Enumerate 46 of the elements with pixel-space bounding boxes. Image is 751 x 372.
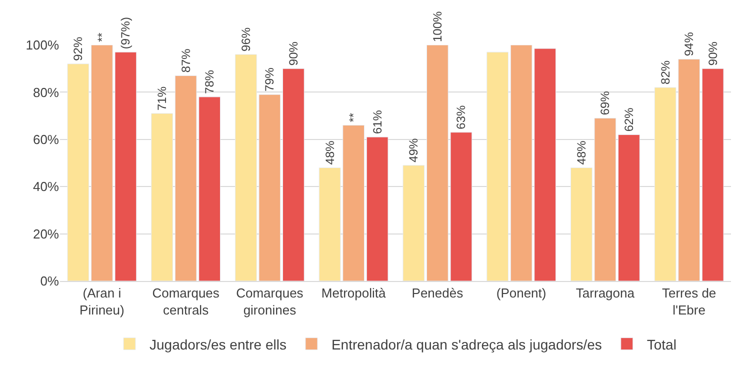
bar [67, 64, 90, 281]
data-label: ** [346, 112, 361, 122]
x-tick-label: Terres de l'Ebre [662, 286, 716, 318]
bar [486, 52, 508, 281]
data-label: 61% [370, 110, 384, 134]
data-label: 63% [454, 104, 468, 130]
data-label: 100% [430, 10, 444, 42]
data-label: 78% [202, 70, 217, 94]
data-label: 69% [598, 90, 612, 116]
x-tick-label: (Ponent) [496, 286, 546, 301]
data-label: 71% [155, 86, 170, 110]
bar [402, 165, 425, 281]
legend-label: Entrenador/a quan s'adreça als jugadors/es [331, 336, 602, 352]
bar [151, 113, 173, 281]
data-label: 90% [286, 41, 300, 66]
data-label: 96% [238, 27, 253, 52]
data-label: 92% [71, 36, 86, 61]
x-tick-label: (Aran i Pirineu) [80, 286, 124, 318]
y-tick-label: 20% [32, 226, 60, 242]
data-label: 48% [574, 140, 588, 165]
bar [702, 68, 724, 281]
y-tick-label: 40% [32, 179, 60, 194]
data-label: 90% [706, 41, 720, 66]
x-tick-label: Metropolità [321, 286, 386, 301]
legend-label: Total [646, 336, 676, 352]
x-tick-label: Comarques centrals [152, 286, 220, 318]
legend-label: Jugadors/es entre ells [150, 336, 286, 352]
data-label: 82% [658, 60, 672, 84]
bar [618, 134, 640, 281]
data-label: 94% [682, 32, 696, 56]
data-label: (97%) [118, 17, 133, 50]
data-label: ** [94, 32, 109, 42]
bar [282, 68, 304, 281]
y-tick-label: 100% [26, 38, 60, 53]
data-label: 62% [622, 107, 636, 132]
y-tick-label: 60% [32, 132, 60, 147]
x-tick-label: Penedès [412, 286, 464, 301]
data-label: 87% [178, 48, 193, 73]
y-tick-label: 80% [32, 84, 60, 100]
y-tick-label: 0% [40, 274, 60, 289]
bar [366, 136, 388, 281]
data-label: 79% [262, 67, 277, 92]
x-tick-label: Tarragona [576, 286, 636, 301]
data-label: 48% [322, 140, 337, 165]
data-label: 49% [406, 138, 421, 162]
x-tick-label: Comarques gironines [236, 286, 304, 318]
